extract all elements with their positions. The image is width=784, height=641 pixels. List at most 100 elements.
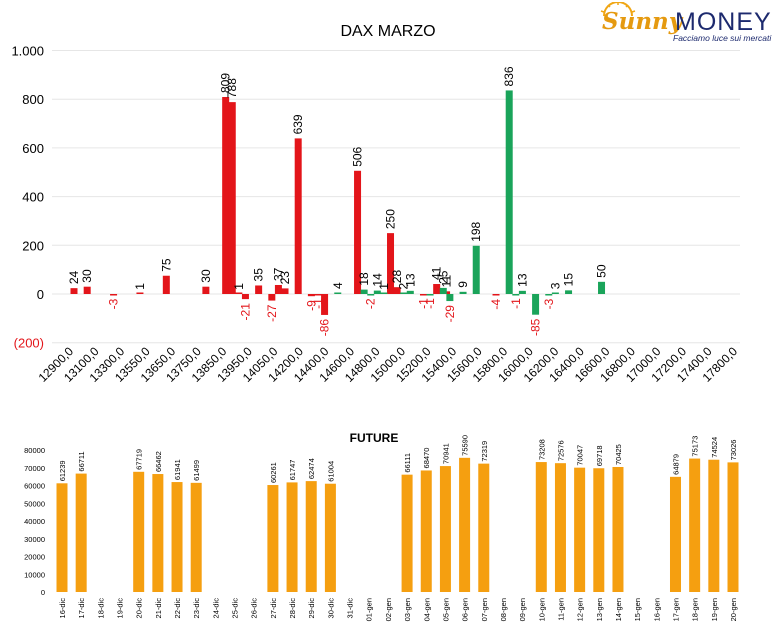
bar [281,288,289,294]
data-label: 67719 [135,449,144,470]
bar [255,285,263,294]
bar [354,170,362,294]
data-label: -85 [529,318,543,336]
bar [512,294,520,296]
data-label: 70941 [441,443,450,464]
bar [393,287,401,294]
y-tick-label: 30000 [24,535,45,544]
bar [171,482,183,592]
bar [535,462,547,592]
y-tick-label: 40000 [24,517,45,526]
bar [380,292,388,294]
bar [446,294,454,302]
y-axis: 1.000 800 600 400 200 0 (200) [11,44,44,351]
data-label: 23 [278,271,292,285]
data-label: 61004 [326,461,335,482]
x-tick-label: 27-dic [269,598,278,619]
y-tick-label: (200) [14,336,44,351]
bar [727,462,739,592]
data-label: 1 [232,283,246,290]
data-label: -3 [107,298,121,309]
data-label: 73208 [537,439,546,460]
bar [518,290,526,294]
x-tick-label: 24-dic [211,598,220,619]
data-label: 18 [357,272,371,286]
data-label: 30 [80,269,94,283]
data-label: -1 [423,298,437,309]
x-tick-label: 19-gen [710,598,719,621]
data-label: 70047 [576,445,585,466]
y-tick-label: 10000 [24,570,45,579]
x-axis: 12900,013100,013300,013550,013650,013750… [36,344,741,385]
x-axis: 16-dic 17-dic 18-dic 19-dic 20-dic 21-dic 22-d… [58,598,738,622]
bar [478,463,490,592]
data-label: -1 [416,298,430,309]
data-label: 198 [469,221,483,241]
bar [190,482,202,592]
data-label: 62474 [307,458,316,479]
data-label: 1 [133,283,147,290]
x-tick-label: 26-dic [250,598,259,619]
bar [321,294,329,315]
bar [56,483,68,592]
data-label: 836 [502,66,516,86]
x-tick-label: 20-dic [135,598,144,619]
bar [598,281,606,294]
logo-tagline: Facciamo luce sui mercati [673,33,772,43]
data-label: -1 [509,298,523,309]
bar [593,468,605,592]
data-label: 75173 [691,436,700,457]
x-tick-label: 31-dic [346,598,355,619]
y-tick-label: 50000 [24,499,45,508]
bar [235,292,243,294]
x-tick-label: 16-gen [652,598,661,621]
x-tick-label: 01-gen [365,598,374,621]
bar [406,290,414,294]
x-tick-label: 30-dic [326,598,335,619]
bar [419,294,427,296]
x-tick-label: 21-dic [154,598,163,619]
data-label: 72576 [556,440,565,461]
bar [612,466,624,592]
bar [133,471,145,592]
bar [294,138,302,294]
bars [70,90,606,315]
bar [307,294,315,297]
data-label: 14 [370,273,384,287]
logo-brand-sunny: Sunny [602,8,683,35]
future-chart: FUTURE 0 10000 20000 30000 40000 50000 60000 70… [24,431,739,622]
bar [268,294,276,301]
data-label: -21 [238,303,252,321]
data-label: 809 [219,73,233,93]
bar [708,459,720,592]
y-tick-label: 600 [22,141,44,156]
data-label: 41 [430,266,444,280]
sunny-money-logo: Sunny MONEY Facciamo luce sui mercati [596,2,778,44]
data-label: 61499 [192,460,201,481]
bar [202,286,210,294]
x-tick-label: 23-dic [192,598,201,619]
data-label: -3 [542,298,556,309]
data-label: -29 [443,305,457,323]
data-label: 70425 [614,444,623,465]
data-labels: 24 30-3175308097881-2135-273723639-9-1-86… [67,66,609,336]
data-label: 1 [377,283,391,290]
bar [228,102,236,294]
data-label: 74524 [710,437,719,458]
bar [551,292,559,294]
data-label: 639 [291,114,305,134]
x-tick-label: 09-gen [518,598,527,621]
data-label: -4 [489,299,503,310]
data-label: 66462 [154,451,163,472]
y-tick-label: 200 [22,238,44,253]
data-label: 35 [252,268,266,282]
data-label: 73026 [729,440,738,461]
data-label: 506 [351,146,365,166]
bar [83,286,91,294]
x-tick-label: 04-gen [422,598,431,621]
x-tick-label: 11-gen [556,598,565,621]
data-label: 60261 [269,462,278,483]
grid-lines [52,50,740,344]
chart-title: DAX MARZO [340,23,435,40]
